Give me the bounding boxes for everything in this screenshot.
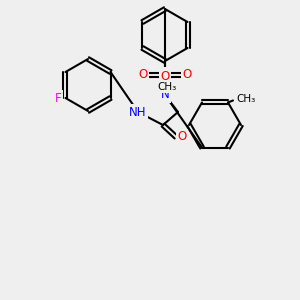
Text: CH₃: CH₃ xyxy=(158,82,177,92)
Text: O: O xyxy=(160,70,169,83)
Text: O: O xyxy=(138,68,148,82)
Text: S: S xyxy=(161,68,169,82)
Text: N: N xyxy=(160,88,169,101)
Text: NH: NH xyxy=(129,106,147,118)
Text: O: O xyxy=(182,68,192,82)
Text: O: O xyxy=(177,130,187,143)
Text: F: F xyxy=(55,92,62,104)
Text: CH₃: CH₃ xyxy=(236,94,255,104)
